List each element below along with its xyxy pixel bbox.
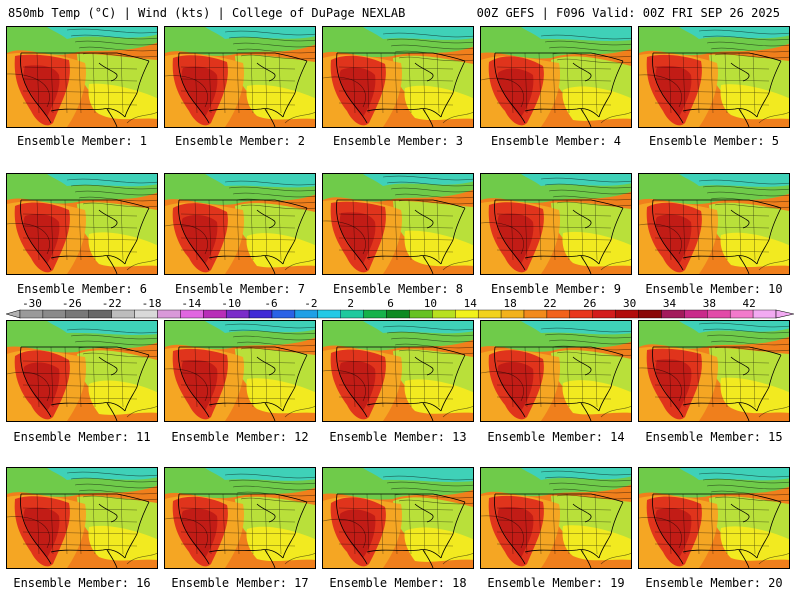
colorbar-swatch [19,309,44,319]
ensemble-member-label: Ensemble Member: 9 [490,282,622,296]
colorbar-right-arrow [775,309,794,319]
colorbar-tick-label: 34 [663,298,677,310]
colorbar-left-arrow [6,309,21,319]
ensemble-member-label: Ensemble Member: 12 [171,430,309,444]
colorbar-tick-label: 42 [743,298,756,310]
colorbar-swatch [409,309,433,319]
ensemble-member-map [480,467,632,569]
colorbar-tick-label: 10 [424,298,437,310]
temperature-colorbar: -30 -26 -22 -18 -14 -10 -6 -2 2 6 10 14 18 22 26 30 34 38… [6,298,794,319]
ensemble-member-map [638,467,790,569]
colorbar-tick-label: -22 [102,298,122,310]
colorbar-swatch [638,309,662,319]
colorbar-swatch [65,309,89,319]
colorbar-swatch [661,309,685,319]
colorbar-swatch [180,309,204,319]
ensemble-member-label: Ensemble Member: 13 [329,430,467,444]
colorbar-swatch [729,309,754,319]
colorbar-swatch [157,309,181,319]
colorbar-swatch [225,309,250,319]
ensemble-member-map [322,173,474,275]
colorbar-swatch [386,309,410,319]
colorbar-swatch [271,309,296,319]
ensemble-member-label: Ensemble Member: 7 [174,282,306,296]
ensemble-member-map [322,26,474,128]
colorbar-tick-label: -6 [264,298,277,310]
colorbar-swatch [592,309,616,319]
ensemble-member-map [638,320,790,422]
colorbar-swatch [569,309,593,319]
colorbar-tick-label: -30 [22,298,42,310]
colorbar-tick-label: 26 [583,298,596,310]
ensemble-member-label: Ensemble Member: 16 [13,576,151,590]
ensemble-member-map [480,173,632,275]
ensemble-member-label: Ensemble Member: 11 [13,430,151,444]
ensemble-member-label: Ensemble Member: 18 [329,576,467,590]
colorbar-tick-label: 38 [703,298,716,310]
colorbar-swatch [455,309,479,319]
colorbar-swatch [707,309,731,319]
colorbar-tick-label: 6 [387,298,394,310]
colorbar-tick-label: 18 [503,298,516,310]
ensemble-member-label: Ensemble Member: 1 [16,134,148,148]
ensemble-member-label: Ensemble Member: 20 [645,576,783,590]
ensemble-member-label: Ensemble Member: 15 [645,430,783,444]
ensemble-member-map [6,173,158,275]
colorbar-swatch [248,309,273,319]
colorbar-swatch [523,309,548,319]
chart-title: 850mb Temp (°C) | Wind (kts) | College o… [8,6,406,20]
ensemble-member-label: Ensemble Member: 3 [332,134,464,148]
ensemble-member-map [164,26,316,128]
colorbar-swatch [340,309,364,319]
ensemble-member-map [480,26,632,128]
colorbar-swatch [88,309,112,319]
ensemble-member-label: Ensemble Member: 2 [174,134,306,148]
ensemble-member-map [6,467,158,569]
colorbar-swatch [432,309,456,319]
colorbar-swatch [363,309,387,319]
colorbar-swatch [500,309,525,319]
colorbar-tick-label: 22 [543,298,556,310]
ensemble-member-label: Ensemble Member: 8 [332,282,464,296]
ensemble-member-map [638,173,790,275]
ensemble-member-label: Ensemble Member: 4 [490,134,622,148]
colorbar-tick-label: 14 [464,298,478,310]
colorbar-swatch [42,309,67,319]
valid-time: 00Z GEFS | F096 Valid: 00Z FRI SEP 26 20… [476,6,780,20]
ensemble-member-label: Ensemble Member: 10 [645,282,783,296]
colorbar-tick-label: -26 [62,298,82,310]
ensemble-member-label: Ensemble Member: 6 [16,282,148,296]
colorbar-tick-label: 30 [623,298,636,310]
ensemble-member-map [164,173,316,275]
colorbar-tick-label: -18 [142,298,162,310]
ensemble-member-map [322,320,474,422]
ensemble-member-map [164,320,316,422]
ensemble-member-map [322,467,474,569]
ensemble-member-label: Ensemble Member: 19 [487,576,625,590]
colorbar-swatch [684,309,708,319]
colorbar-tick-label: 2 [347,298,354,310]
ensemble-member-map [480,320,632,422]
ensemble-member-map [6,26,158,128]
colorbar-swatch [203,309,227,319]
ensemble-member-label: Ensemble Member: 14 [487,430,625,444]
ensemble-member-label: Ensemble Member: 17 [171,576,309,590]
ensemble-member-label: Ensemble Member: 5 [648,134,780,148]
colorbar-swatch [134,309,158,319]
colorbar-swatch [317,309,341,319]
colorbar-tick-label: -10 [221,298,241,310]
ensemble-member-map [638,26,790,128]
colorbar-swatch [752,309,777,319]
colorbar-tick-label: -14 [181,298,201,310]
colorbar-swatch [111,309,135,319]
colorbar-swatch [546,309,571,319]
colorbar-tick-label: -2 [304,298,317,310]
ensemble-member-map [164,467,316,569]
colorbar-swatch [294,309,319,319]
ensemble-member-map [6,320,158,422]
colorbar-swatch [477,309,502,319]
colorbar-swatch [615,309,639,319]
